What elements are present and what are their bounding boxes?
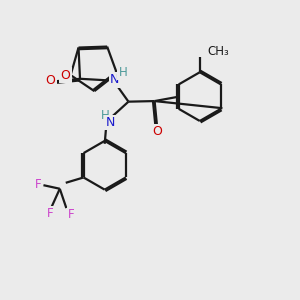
Text: F: F	[35, 178, 41, 191]
Text: H: H	[101, 110, 110, 122]
Text: O: O	[60, 69, 70, 82]
Text: N: N	[106, 116, 115, 129]
Text: O: O	[45, 74, 55, 87]
Text: F: F	[68, 208, 75, 221]
Text: CH₃: CH₃	[207, 45, 229, 58]
Text: F: F	[47, 207, 53, 220]
Text: H: H	[118, 66, 127, 79]
Text: N: N	[110, 73, 119, 86]
Text: O: O	[153, 125, 163, 139]
